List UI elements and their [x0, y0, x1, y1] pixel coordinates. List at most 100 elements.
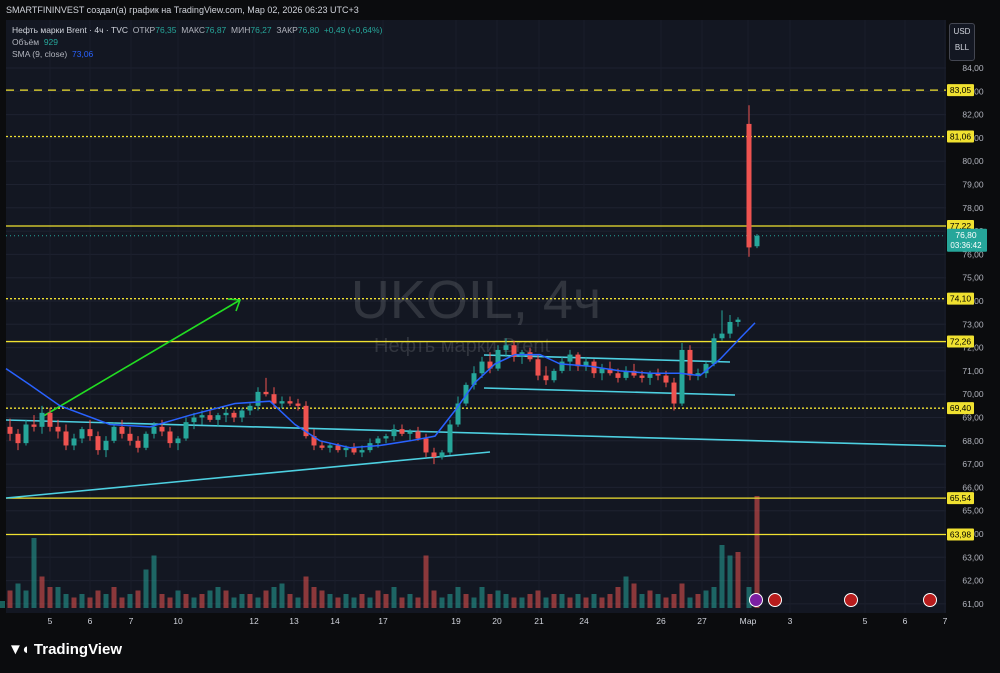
candle-body	[351, 447, 357, 453]
arrow-line[interactable]	[39, 299, 241, 419]
volume-bar	[399, 597, 405, 608]
candle-body	[703, 363, 709, 374]
volume-bar	[167, 597, 173, 608]
time-tick-label: 6	[88, 616, 93, 626]
event-flag-icon[interactable]	[923, 593, 937, 607]
event-icons[interactable]	[749, 593, 937, 607]
candle-body	[575, 354, 581, 367]
price-axis[interactable]: 84,0083,0082,0081,0080,0079,0078,0077,00…	[946, 20, 1000, 613]
price-level-label: 77,22	[950, 221, 972, 231]
volume-bar	[31, 538, 37, 608]
watermark-title: UKOIL, 4ч	[351, 270, 601, 330]
price-tick-label: 73,00	[962, 319, 984, 329]
candle-body	[87, 429, 93, 437]
sma-line	[5, 322, 756, 449]
time-tick-label: Мар	[740, 616, 757, 626]
price-level-tag	[947, 335, 974, 348]
price-level-label: 69,40	[950, 403, 972, 413]
candle-body	[727, 321, 733, 334]
volume-bar	[255, 597, 261, 608]
candle-body	[127, 433, 133, 441]
trend-lines[interactable]	[5, 298, 947, 499]
candle-body	[359, 450, 365, 453]
volume-bar	[535, 590, 541, 608]
candle-body	[159, 426, 165, 432]
price-level-tag	[947, 130, 974, 143]
candle-body	[71, 438, 77, 446]
price-level-label: 81,06	[950, 132, 972, 142]
event-flag-icon[interactable]	[768, 593, 782, 607]
volume-bar	[543, 597, 549, 608]
sma-label: SMA (9, close)	[12, 49, 68, 59]
currency-unit-button[interactable]: USD BLL	[949, 23, 975, 61]
time-axis[interactable]: 5 6 7 10 12 13 14 17 19 20 21 24 26 27 Мар 3 5 6 7	[6, 613, 1000, 633]
candle-body	[479, 361, 485, 374]
candle-body	[623, 370, 629, 378]
price-level-tag	[947, 292, 974, 305]
open-label: ОТКР	[132, 25, 156, 35]
candle-body	[447, 424, 453, 453]
volume-bar	[727, 555, 733, 608]
sma-row[interactable]: SMA (9, close) 73,06	[12, 48, 382, 60]
legend: Нефть марки Brent · 4ч · TVC ОТКР76,35 М…	[12, 24, 382, 60]
price-level-label: 74,10	[950, 294, 972, 304]
candle-body	[687, 349, 693, 376]
candle-body	[511, 345, 517, 357]
volume-bar	[663, 597, 669, 608]
price-tick-label: 71,00	[962, 366, 984, 376]
price-tick-label: 82,00	[962, 110, 984, 120]
price-tick-label: 76,00	[962, 249, 984, 259]
candle-body	[231, 412, 237, 418]
volume-bar	[423, 555, 429, 608]
volume-bar	[623, 576, 629, 608]
candle-body	[711, 338, 717, 364]
event-flag-icon[interactable]	[749, 593, 763, 607]
time-tick-label: 26	[656, 616, 666, 626]
candle-body	[239, 410, 245, 418]
time-tick-label: 27	[697, 616, 707, 626]
candle-body	[375, 438, 381, 444]
time-tick-label: 10	[173, 616, 183, 626]
candle-body	[671, 382, 677, 404]
volume-bar	[71, 597, 77, 608]
candle-body	[567, 354, 573, 362]
candle-body	[615, 373, 621, 378]
candle-body	[407, 431, 413, 434]
price-levels[interactable]	[6, 89, 946, 536]
volume-bar	[39, 576, 45, 608]
candle-body	[335, 445, 341, 451]
candle-body	[303, 405, 309, 437]
volume-bar	[503, 594, 509, 608]
price-level-tag	[947, 528, 974, 541]
candle-body	[599, 368, 605, 374]
price-tick-label: 65,00	[962, 506, 984, 516]
volume-bar	[455, 587, 461, 608]
event-flag-icon[interactable]	[844, 593, 858, 607]
volume-bar	[487, 594, 493, 608]
brand[interactable]: ▼◖ TradingView	[8, 641, 122, 658]
trend-line[interactable]	[5, 419, 947, 447]
trend-line[interactable]	[483, 387, 736, 396]
volume-bar	[479, 587, 485, 608]
volume-bar	[367, 597, 373, 608]
price-level-label: 63,98	[950, 529, 972, 539]
trend-line[interactable]	[5, 451, 491, 499]
volume-bar	[615, 587, 621, 608]
volume-bar	[47, 587, 53, 608]
volume-bar	[183, 594, 189, 608]
price-tick-label: 68,00	[962, 436, 984, 446]
volume-bar	[127, 594, 133, 608]
symbol-row[interactable]: Нефть марки Brent · 4ч · TVC ОТКР76,35 М…	[12, 24, 382, 36]
candle-body	[31, 424, 37, 427]
volume-row[interactable]: Объём 929	[12, 36, 382, 48]
volume-bar	[0, 601, 5, 608]
volume-bar	[575, 594, 581, 608]
price-tick-label: 62,00	[962, 576, 984, 586]
volume-bar	[703, 590, 709, 608]
level-labels: 83,05 81,06 77,22 74,10 72,26 69,40 65,54 63,98…	[947, 84, 987, 541]
volume-bar	[359, 594, 365, 608]
volume-bar	[391, 587, 397, 608]
price-tick-label: 78,00	[962, 203, 984, 213]
volume-bar	[319, 590, 325, 608]
